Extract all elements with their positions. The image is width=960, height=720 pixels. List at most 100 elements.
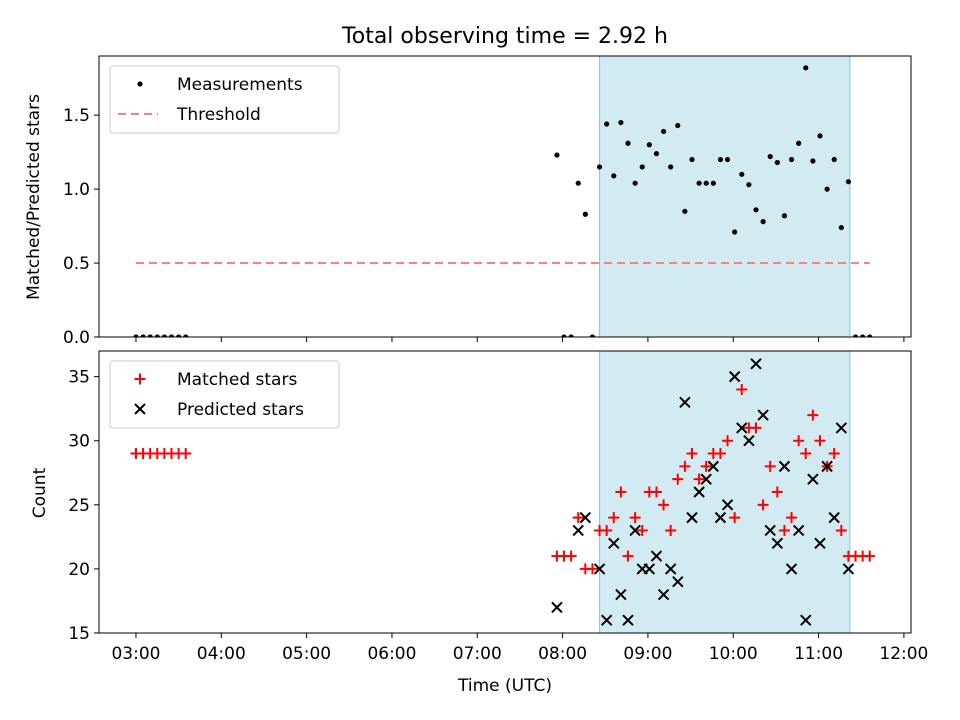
data-point xyxy=(750,358,762,370)
legend-label: Predicted stars xyxy=(177,400,304,420)
data-point xyxy=(729,512,741,524)
x-axis-label: Time (UTC) xyxy=(457,676,552,696)
data-point xyxy=(814,435,826,447)
data-point xyxy=(686,511,698,524)
data-point xyxy=(736,422,748,434)
data-point xyxy=(161,334,168,337)
y-tick-label: 35 xyxy=(68,368,90,388)
data-point xyxy=(657,588,670,601)
data-point xyxy=(739,171,745,177)
data-point xyxy=(604,121,610,127)
data-point xyxy=(736,383,748,395)
x-tick-label: 10:00 xyxy=(709,644,758,664)
data-point xyxy=(668,164,674,170)
data-point xyxy=(700,473,712,485)
data-point xyxy=(728,370,741,383)
x-tick-label: 09:00 xyxy=(623,644,672,664)
y-tick-label: 25 xyxy=(68,496,90,516)
data-point xyxy=(561,334,567,337)
data-point xyxy=(693,486,705,498)
data-point xyxy=(682,208,688,214)
data-point xyxy=(710,180,716,186)
data-point xyxy=(757,409,769,421)
y-tick-label: 20 xyxy=(68,560,90,580)
data-point xyxy=(817,133,823,139)
data-point xyxy=(760,219,766,225)
data-point xyxy=(653,151,660,157)
data-point xyxy=(864,550,876,562)
data-point xyxy=(582,211,588,217)
data-point xyxy=(845,179,852,185)
data-point xyxy=(785,563,798,575)
data-point xyxy=(180,448,192,460)
data-point xyxy=(828,448,840,460)
data-point xyxy=(575,180,581,186)
data-point xyxy=(867,334,873,337)
data-point xyxy=(703,180,709,186)
data-point xyxy=(147,334,153,337)
data-point xyxy=(743,435,755,447)
x-tick-label: 03:00 xyxy=(111,644,160,664)
data-point xyxy=(622,614,634,626)
data-point xyxy=(722,435,734,447)
axes-frame xyxy=(98,55,912,338)
data-point xyxy=(596,164,603,170)
data-point xyxy=(757,499,769,511)
y-tick-label: 0.0 xyxy=(63,328,90,348)
data-point xyxy=(764,524,776,537)
data-point xyxy=(767,153,773,160)
data-point xyxy=(824,186,830,192)
data-point xyxy=(788,156,795,163)
data-point xyxy=(615,486,627,498)
data-point xyxy=(835,422,848,434)
data-point xyxy=(133,334,139,337)
data-point xyxy=(771,486,783,498)
legend-marker xyxy=(134,403,146,415)
data-point xyxy=(689,156,695,163)
legend: Matched stars Predicted stars xyxy=(109,360,340,429)
data-point xyxy=(778,524,790,536)
data-point xyxy=(778,460,791,473)
x-tick-label: 04:00 xyxy=(197,644,246,664)
data-point xyxy=(586,563,598,575)
x-tick-label: 11:00 xyxy=(794,644,843,664)
data-point xyxy=(821,460,833,473)
legend-box xyxy=(109,360,340,429)
data-point xyxy=(572,524,584,537)
data-point xyxy=(714,511,727,524)
data-point xyxy=(764,460,776,472)
data-point xyxy=(675,122,681,129)
data-point xyxy=(860,334,866,337)
data-point xyxy=(618,119,624,126)
data-point xyxy=(611,173,617,179)
data-point xyxy=(803,65,809,71)
data-point xyxy=(807,409,819,421)
data-point xyxy=(176,334,182,337)
y-tick-label: 30 xyxy=(68,432,90,452)
data-point xyxy=(814,537,826,549)
bottom-panel-ylabel: Count xyxy=(30,467,50,518)
data-point xyxy=(650,486,662,498)
data-point xyxy=(693,473,705,485)
data-point xyxy=(568,334,574,337)
top-panel-ylabel: Matched/Predicted stars xyxy=(24,94,44,300)
data-point xyxy=(696,180,702,186)
data-point xyxy=(572,512,584,524)
top-panel: 0.0 0.5 1.0 1.5 Measurements Threshold xyxy=(63,55,912,348)
x-tick-label: 07:00 xyxy=(453,644,502,664)
data-point xyxy=(721,499,734,511)
data-point xyxy=(732,229,738,235)
data-point xyxy=(643,563,656,575)
data-point xyxy=(554,152,560,158)
legend-label: Matched stars xyxy=(177,370,297,390)
data-point xyxy=(154,334,160,337)
shaded-region xyxy=(599,350,851,634)
data-point xyxy=(551,601,563,614)
legend-marker xyxy=(134,373,146,385)
data-point xyxy=(636,524,648,536)
data-point xyxy=(679,396,691,408)
y-tick-label: 1.0 xyxy=(63,180,90,200)
data-point xyxy=(672,576,684,588)
bottom-panel: 03:00 04:00 05:00 06:00 07:00 08:00 09:00 10:00… xyxy=(68,350,928,664)
data-point xyxy=(579,511,592,524)
